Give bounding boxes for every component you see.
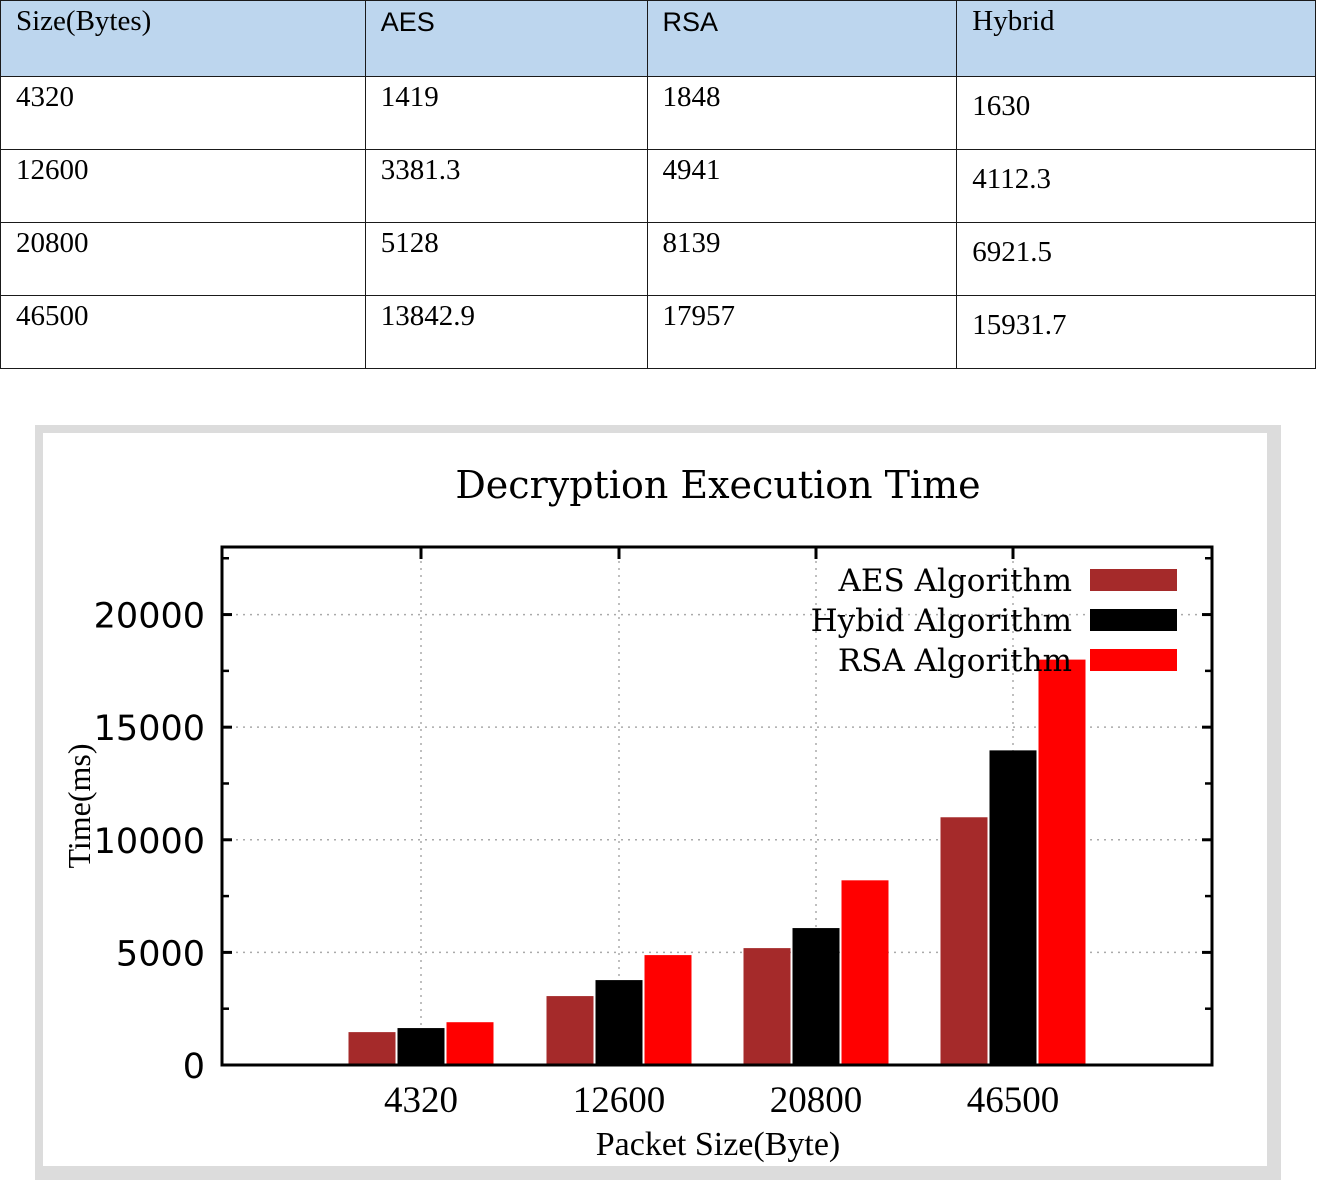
legend-swatch [1090,649,1177,671]
bar [446,1022,494,1065]
cell-rsa: 1848 [646,76,958,150]
bar [348,1032,396,1065]
x-tick-label: 12600 [573,1080,666,1121]
bar [595,980,643,1065]
x-tick-labels: 4320 12600 20800 46500 [384,1080,1059,1121]
y-axis-label: Time(ms) [61,743,97,868]
header-size: Size(Bytes) [0,0,366,77]
legend-label: AES Algorithm [838,563,1072,599]
bar [546,996,594,1065]
bar [940,817,988,1065]
table-row: 46500 13842.9 17957 15931.7 [0,295,1316,369]
plot-border [220,545,1214,1067]
y-tick-label: 10000 [94,822,205,862]
results-table: Size(Bytes) AES RSA Hybrid 4320 1419 184… [0,0,1316,369]
cell-size: 46500 [0,295,366,369]
legend: AES Algorithm Hybid Algorithm RSA Algorith… [811,563,1177,679]
cell-hybrid: 4112.3 [956,149,1316,223]
cell-rsa: 4941 [646,149,958,223]
cell-aes: 3381.3 [364,149,648,223]
y-tick-label: 0 [183,1047,205,1087]
header-aes: AES [364,0,648,77]
axis-ticks [222,547,1212,1067]
bar [743,948,791,1065]
cell-size: 4320 [0,76,366,150]
cell-hybrid: 15931.7 [956,295,1316,369]
legend-label: RSA Algorithm [838,643,1072,679]
y-tick-labels: 0 5000 10000 15000 20000 [94,597,205,1087]
cell-rsa: 17957 [646,295,958,369]
bar [1038,659,1086,1065]
bar [841,880,889,1065]
table-header-row: Size(Bytes) AES RSA Hybrid [0,0,1316,77]
bar [792,928,840,1065]
cell-rsa: 8139 [646,222,958,296]
cell-hybrid: 6921.5 [956,222,1316,296]
table-row: 4320 1419 1848 1630 [0,76,1316,150]
cell-size: 20800 [0,222,366,296]
header-hybrid: Hybrid [956,0,1316,77]
chart-title: Decryption Execution Time [455,463,980,507]
bar [989,750,1037,1065]
cell-size: 12600 [0,149,366,223]
y-tick-label: 20000 [94,597,205,637]
x-tick-label: 4320 [384,1080,458,1121]
bar [644,955,692,1065]
x-tick-label: 20800 [770,1080,863,1121]
bars [348,659,1086,1065]
table-row: 12600 3381.3 4941 4112.3 [0,149,1316,223]
legend-label: Hybid Algorithm [811,603,1072,639]
y-tick-label: 5000 [116,934,205,974]
table-row: 20800 5128 8139 6921.5 [0,222,1316,296]
x-tick-label: 46500 [967,1080,1060,1121]
legend-swatch [1090,569,1177,591]
cell-aes: 13842.9 [364,295,648,369]
y-tick-label: 15000 [94,709,205,749]
legend-swatch [1090,609,1177,631]
x-axis-label: Packet Size(Byte) [596,1126,841,1163]
